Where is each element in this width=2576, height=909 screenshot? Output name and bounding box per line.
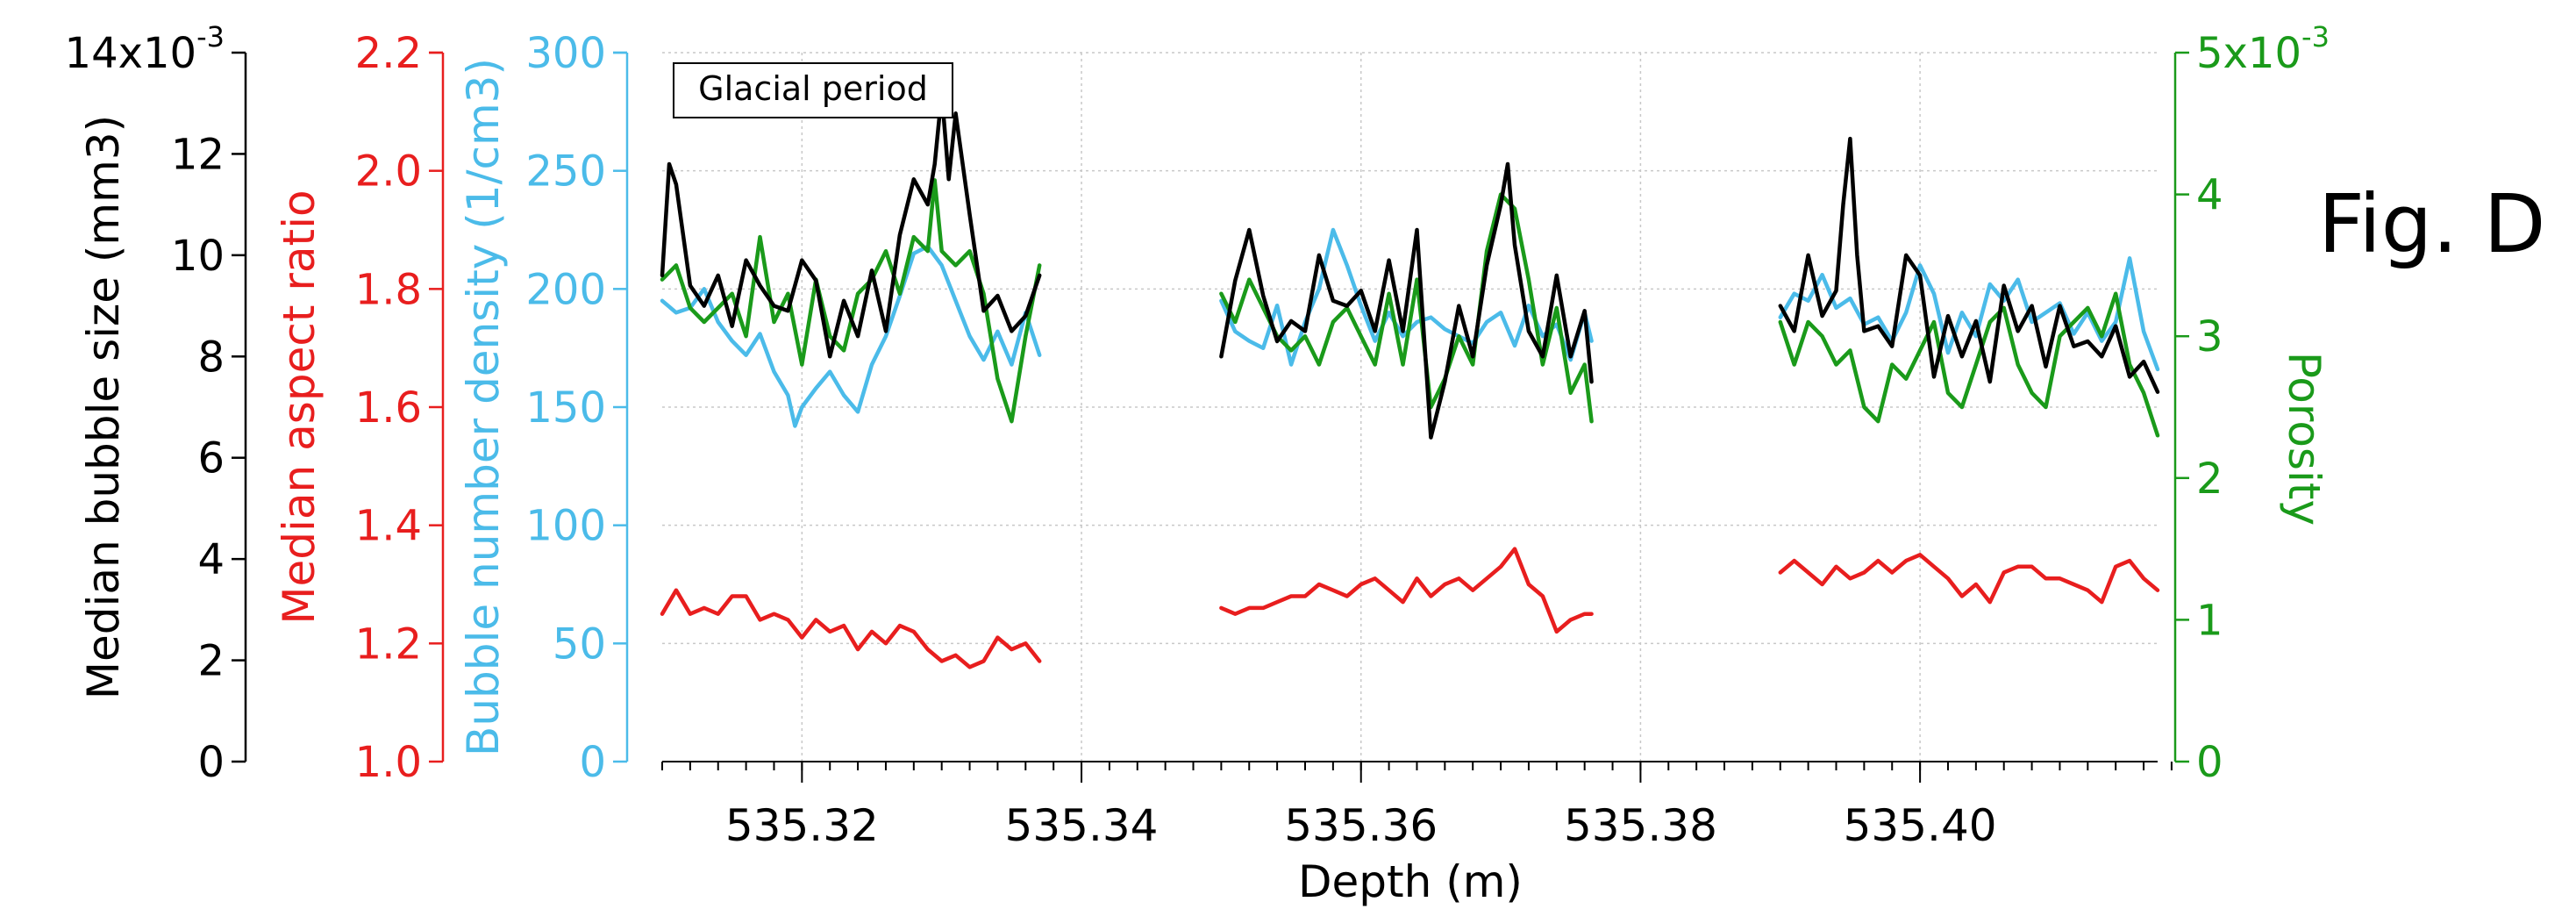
x-tick-label: 535.32	[725, 800, 879, 851]
density-series-line	[660, 244, 1042, 428]
aspect-tick-label: 1.6	[355, 383, 422, 433]
size-top-tick-exponent: -3	[196, 20, 225, 54]
aspect-series-line	[1219, 547, 1594, 634]
density-tick-label: 250	[525, 147, 606, 197]
figure-label: Fig. D	[2318, 177, 2546, 271]
size-tick-label: 6	[197, 434, 225, 483]
porosity-tick-label: 0	[2196, 738, 2223, 787]
porosity-axis-label: Porosity	[2279, 352, 2330, 526]
aspect-axis-label: Median aspect ratio	[274, 190, 325, 624]
x-axis-label: Depth (m)	[1298, 856, 1523, 907]
size-tick-label: 0	[197, 738, 225, 787]
size-tick-label: 2	[197, 637, 225, 686]
density-tick-label: 50	[553, 619, 606, 669]
size-series-line	[1778, 136, 2160, 394]
aspect-series-line	[660, 588, 1042, 669]
x-tick-label: 535.36	[1284, 800, 1438, 851]
annotation-box	[673, 62, 953, 118]
x-tick-label: 535.38	[1564, 800, 1717, 851]
porosity-series-line	[660, 178, 1042, 424]
density-tick-label: 150	[525, 383, 606, 433]
density-series-line	[1778, 256, 2160, 372]
aspect-series-line	[1778, 553, 2160, 605]
aspect-tick-label: 1.4	[355, 502, 422, 551]
axes: 535.32 535.34 535.36 535.38 535.40 Depth (m) 0…	[65, 20, 2330, 907]
x-tick-label: 535.40	[1844, 800, 1997, 851]
size-top-tick-base: 14x10	[65, 29, 197, 78]
density-tick-label: 0	[579, 738, 606, 787]
porosity-tick-label: 4	[2196, 171, 2223, 220]
size-tick-label: 12	[171, 130, 225, 179]
size-tick-label: 4	[197, 535, 225, 584]
porosity-tick-label: 3	[2196, 312, 2223, 361]
size-tick-label: 10	[171, 232, 225, 281]
grid-lines	[662, 52, 2158, 762]
annotations: Glacial period	[673, 62, 953, 118]
aspect-tick-label: 2.2	[355, 29, 422, 78]
porosity-tick-label: 2	[2196, 454, 2223, 504]
porosity-tick-label: 1	[2196, 596, 2223, 645]
density-tick-label: 100	[525, 502, 606, 551]
size-axis-label: Median bubble size (mm3)	[78, 115, 129, 699]
porosity-top-tick-label: 5x10-3	[2196, 20, 2330, 78]
porosity-series-line	[1778, 291, 2160, 438]
aspect-tick-label: 1.8	[355, 265, 422, 314]
porosity-top-tick-base: 5x10	[2196, 29, 2301, 78]
aspect-tick-label: 1.0	[355, 738, 422, 787]
density-tick-label: 300	[525, 29, 606, 78]
annotation-label: Glacial period	[698, 69, 928, 108]
series-lines	[660, 90, 2160, 669]
aspect-tick-label: 2.0	[355, 147, 422, 197]
density-axis-label: Bubble number density (1/cm3)	[458, 58, 509, 756]
size-top-tick-label: 14x10-3	[65, 20, 225, 78]
size-series-line	[1219, 161, 1594, 440]
size-tick-label: 8	[197, 333, 225, 382]
porosity-series-line	[1219, 192, 1594, 424]
x-tick-label: 535.34	[1005, 800, 1159, 851]
density-tick-label: 200	[525, 265, 606, 314]
size-series-line	[660, 90, 1042, 359]
aspect-tick-label: 1.2	[355, 619, 422, 669]
porosity-top-tick-exponent: -3	[2301, 20, 2330, 54]
